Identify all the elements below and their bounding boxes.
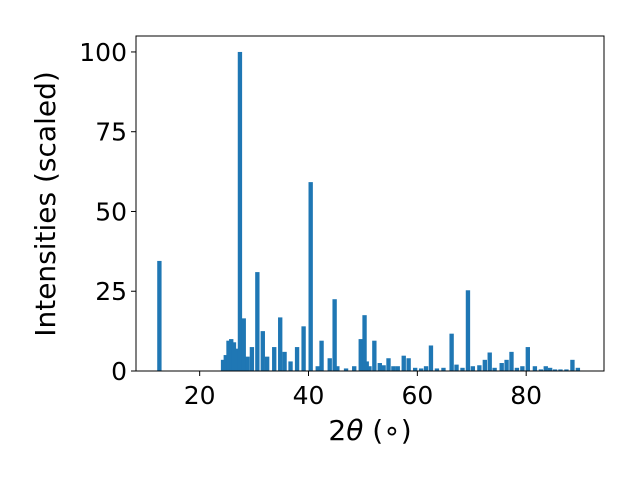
y-tick-label: 0 <box>111 357 127 386</box>
bar <box>288 361 293 371</box>
bar <box>406 358 411 371</box>
bar <box>499 363 504 371</box>
plot-frame <box>135 35 605 372</box>
bar <box>241 318 246 371</box>
x-axis-label-two: 2 <box>328 414 346 447</box>
bar <box>315 366 320 371</box>
bar <box>278 317 283 371</box>
bar <box>264 356 270 371</box>
bar <box>367 366 372 371</box>
bar <box>460 367 465 371</box>
bar <box>377 363 382 371</box>
bar <box>223 355 228 371</box>
bar <box>477 365 482 371</box>
bar <box>418 368 424 371</box>
bar <box>362 315 367 371</box>
bar <box>237 51 243 371</box>
bar <box>301 326 306 371</box>
bar <box>570 359 575 371</box>
bar <box>449 333 454 371</box>
x-tick-label: 60 <box>401 381 433 410</box>
bar <box>470 366 476 371</box>
bar <box>514 367 520 371</box>
bar <box>532 366 538 371</box>
bar <box>372 340 377 371</box>
bar <box>401 355 406 371</box>
bar <box>395 366 400 371</box>
bar <box>226 340 231 371</box>
bar <box>319 340 324 371</box>
y-tick-label: 50 <box>95 197 127 226</box>
bar <box>423 366 429 371</box>
y-tick-label: 100 <box>79 38 127 67</box>
bar <box>538 369 544 371</box>
bar <box>487 352 492 371</box>
bar <box>245 356 250 371</box>
y-axis: 0 25 50 75 100 <box>79 38 136 386</box>
bar <box>552 369 558 371</box>
bar <box>520 366 525 371</box>
bar <box>249 347 255 371</box>
bar <box>504 359 509 371</box>
y-tick-label: 75 <box>95 118 127 147</box>
bar <box>564 369 569 371</box>
bar <box>294 347 300 371</box>
bar <box>434 368 440 371</box>
bar <box>260 331 265 371</box>
bar <box>157 260 162 371</box>
bar <box>381 365 386 371</box>
bar <box>482 359 487 371</box>
bar <box>343 368 349 371</box>
bar <box>364 361 369 371</box>
x-axis-label-degree: (∘) <box>363 414 411 447</box>
bar <box>492 367 497 371</box>
bar <box>386 358 391 371</box>
bar-series <box>157 51 581 371</box>
bar <box>428 345 434 371</box>
bar <box>358 339 363 371</box>
y-tick-label: 25 <box>95 277 127 306</box>
bar <box>465 290 471 371</box>
bar <box>332 299 337 371</box>
bar <box>509 351 514 371</box>
bar <box>272 347 277 371</box>
bar <box>282 351 287 371</box>
x-tick-label: 80 <box>510 381 542 410</box>
x-axis-label: 2θ (∘) <box>328 414 411 447</box>
bar <box>391 366 396 371</box>
x-axis-label-theta: θ <box>346 414 363 447</box>
bar <box>327 358 332 371</box>
bar <box>441 367 446 371</box>
bar <box>255 272 260 371</box>
bar <box>308 182 313 371</box>
bar <box>547 367 553 371</box>
bar <box>543 366 548 371</box>
bar <box>558 369 563 371</box>
bar <box>352 366 357 371</box>
bar <box>412 367 418 371</box>
bar <box>220 359 226 371</box>
bar <box>234 348 239 371</box>
bar <box>335 366 340 371</box>
x-tick-label: 20 <box>184 381 216 410</box>
bar <box>525 347 530 371</box>
bar <box>229 339 234 371</box>
bar <box>231 342 237 371</box>
y-axis-label: Intensities (scaled) <box>29 71 62 337</box>
bar <box>454 364 459 371</box>
x-axis: 20 40 60 80 <box>184 371 542 410</box>
x-tick-label: 40 <box>293 381 325 410</box>
bar <box>575 367 581 371</box>
